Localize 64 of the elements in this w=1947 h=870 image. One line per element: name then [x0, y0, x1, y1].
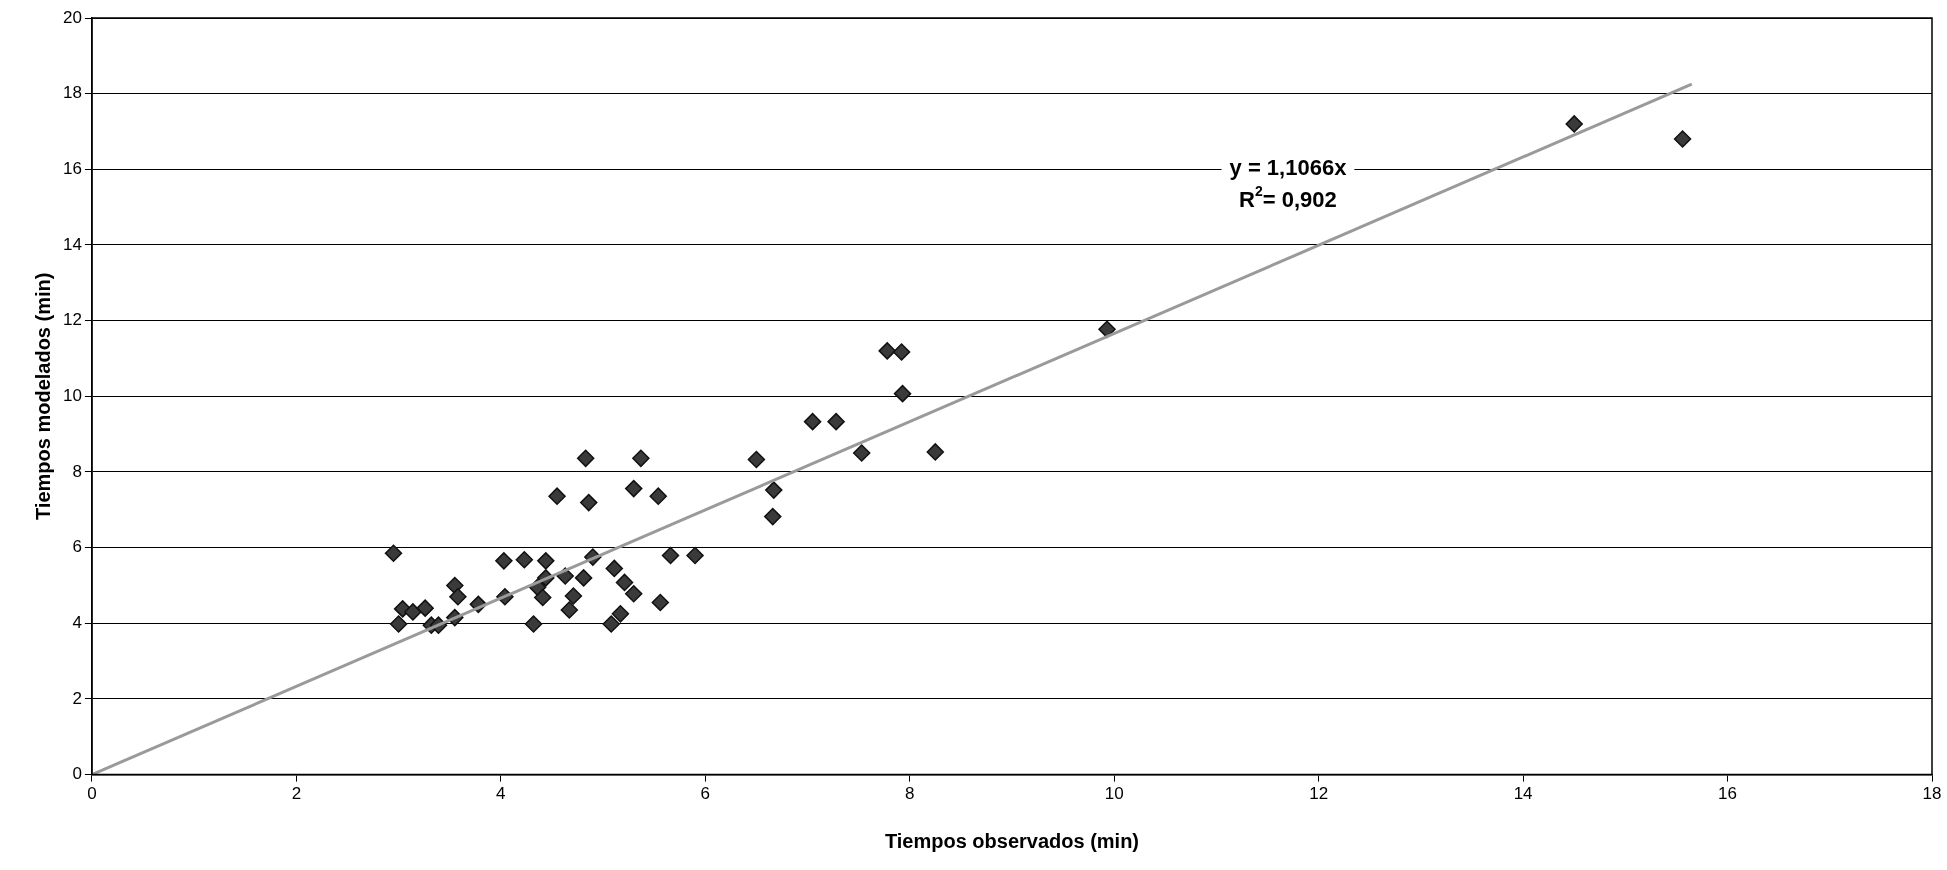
point	[893, 384, 912, 403]
point	[449, 588, 467, 606]
point	[1565, 115, 1583, 133]
y-tick-label: 4	[72, 612, 82, 632]
point	[524, 615, 543, 633]
point	[533, 588, 552, 607]
point	[878, 342, 896, 360]
point	[827, 412, 845, 431]
x-tick-label: 18	[1922, 784, 1942, 804]
point	[574, 569, 593, 587]
y-tick-label: 14	[62, 234, 82, 254]
point	[560, 601, 579, 619]
point	[537, 552, 555, 570]
y-tick-label: 18	[62, 83, 82, 103]
point	[624, 585, 643, 603]
x-tick-label: 12	[1309, 784, 1329, 804]
x-tick-label: 6	[700, 784, 711, 804]
y-tick-label: 2	[72, 688, 82, 708]
point	[576, 449, 595, 468]
y-axis-title: Tiempos modelados (min)	[31, 272, 54, 521]
x-tick-label: 0	[87, 784, 97, 804]
point	[765, 481, 783, 499]
point	[649, 487, 667, 505]
x-tick-label: 16	[1718, 784, 1738, 804]
point	[651, 593, 670, 612]
point	[515, 550, 534, 569]
x-axis-title: Tiempos observados (min)	[884, 829, 1140, 852]
x-tick-label: 14	[1513, 784, 1533, 804]
point	[579, 493, 598, 512]
y-tick-label: 8	[72, 461, 82, 481]
point	[548, 487, 566, 505]
point	[495, 552, 513, 570]
point	[686, 546, 704, 565]
point	[389, 615, 408, 633]
point	[852, 444, 871, 462]
point	[747, 450, 766, 469]
point	[615, 573, 634, 592]
annotation: y = 1,1066x	[1229, 155, 1348, 181]
point	[892, 343, 911, 361]
point	[763, 507, 782, 526]
point	[624, 479, 643, 498]
x-tick-label: 4	[496, 784, 506, 804]
point	[1673, 130, 1692, 148]
point	[632, 449, 650, 468]
point	[564, 587, 583, 605]
point	[661, 546, 680, 565]
y-tick-label: 6	[72, 537, 82, 557]
point	[416, 599, 434, 617]
point	[404, 603, 422, 621]
point	[926, 443, 945, 461]
point	[1098, 320, 1116, 339]
point	[602, 615, 620, 633]
x-tick-label: 10	[1104, 784, 1124, 804]
y-tick-label: 10	[62, 385, 82, 405]
point	[605, 559, 624, 578]
y-tick-label: 0	[72, 764, 82, 784]
y-tick-label: 12	[62, 310, 82, 330]
x-tick-label: 8	[904, 784, 915, 804]
y-tick-label: 20	[62, 7, 82, 27]
x-tick-label: 2	[291, 784, 302, 804]
point	[384, 544, 403, 563]
point	[803, 412, 822, 431]
y-tick-label: 16	[62, 159, 82, 179]
point	[611, 605, 630, 623]
